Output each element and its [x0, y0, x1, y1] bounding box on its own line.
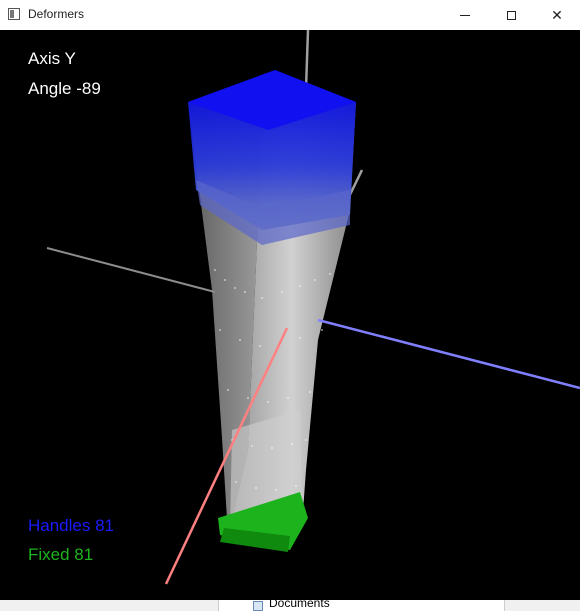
maximize-button[interactable]	[488, 0, 534, 30]
3d-viewport[interactable]: Axis Y Angle -89 Handles 81 Fixed 81	[0, 30, 580, 600]
axis-label: Axis Y	[28, 49, 76, 68]
z-axis-line	[317, 318, 580, 390]
x-axis-line	[164, 327, 289, 585]
fixed-base-front	[220, 528, 290, 552]
handles-top	[188, 70, 356, 130]
scene-render	[46, 30, 580, 585]
maximize-icon	[506, 10, 516, 20]
handles-fade	[196, 180, 350, 245]
handles-count-label: Handles 81	[28, 516, 115, 535]
close-button[interactable]: ✕	[534, 0, 580, 30]
documents-icon	[253, 601, 263, 611]
grey-axis-left	[46, 247, 216, 293]
documents-label: Documents	[269, 600, 330, 610]
fixed-count-label: Fixed 81	[28, 545, 94, 564]
title-bar[interactable]: Deformers ✕	[0, 0, 580, 30]
minimize-button[interactable]	[442, 0, 488, 30]
close-icon: ✕	[551, 6, 563, 23]
app-icon[interactable]	[8, 8, 20, 20]
taskbar-item-documents[interactable]: Documents	[218, 600, 505, 611]
window-title: Deformers	[28, 7, 85, 21]
taskbar-strip: Documents	[0, 600, 580, 611]
angle-label: Angle -89	[28, 79, 101, 98]
minimize-icon	[460, 14, 470, 16]
mesh-dots	[214, 269, 331, 491]
